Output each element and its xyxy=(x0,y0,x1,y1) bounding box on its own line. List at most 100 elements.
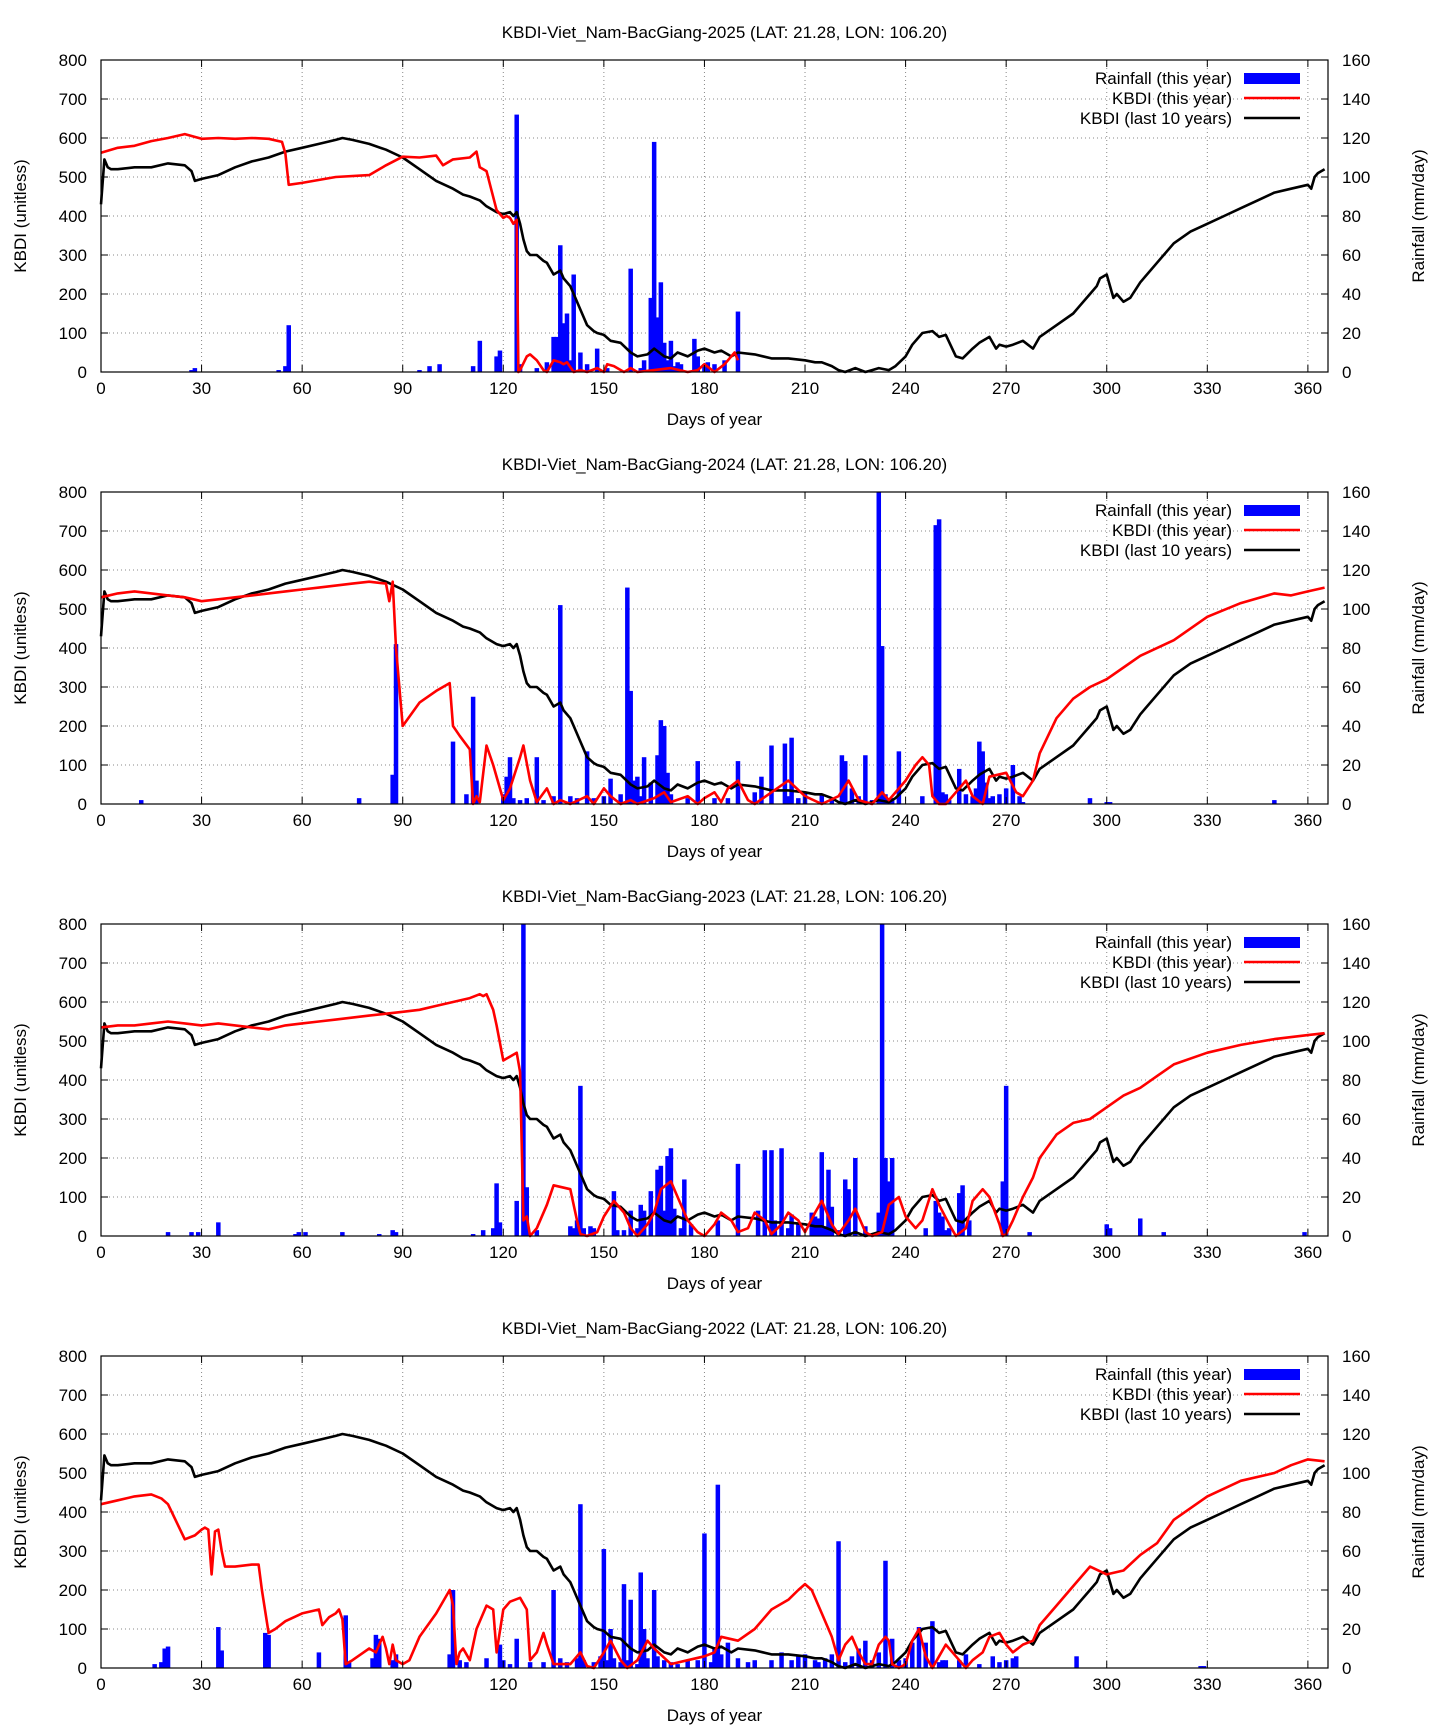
legend-label: KBDI (this year) xyxy=(1112,521,1232,540)
rainfall-bar xyxy=(517,800,523,804)
chart-panel-2: KBDI-Viet_Nam-BacGiang-2023 (LAT: 21.28,… xyxy=(0,864,1440,1296)
rainfall-bar xyxy=(822,1658,828,1668)
rainfall-bar xyxy=(427,366,432,372)
rainfall-bar xyxy=(661,726,667,804)
rainfall-bar xyxy=(752,792,757,804)
rainfall-bar xyxy=(688,1224,694,1236)
rainfall-bar xyxy=(1201,1666,1207,1668)
rainfall-bar xyxy=(796,1656,801,1668)
rainfall-bar xyxy=(437,364,442,372)
kbdi-this-year-line xyxy=(100,1458,1325,1670)
rainfall-bar xyxy=(648,782,654,804)
rainfall-bar xyxy=(930,1621,935,1668)
kbdi-chart: KBDI-Viet_Nam-BacGiang-2024 (LAT: 21.28,… xyxy=(11,455,1428,861)
rainfall-bar xyxy=(631,780,637,804)
chart-panel-1: KBDI-Viet_Nam-BacGiang-2024 (LAT: 21.28,… xyxy=(0,432,1440,864)
kbdi-10-year-line xyxy=(99,1432,1326,1670)
y-axis-label: KBDI (unitless) xyxy=(11,591,30,704)
rainfall-bar xyxy=(836,1541,841,1668)
y-tick-label: 700 xyxy=(59,1386,87,1405)
rainfall-bar xyxy=(497,1222,503,1236)
x-tick-label: 300 xyxy=(1093,1675,1121,1694)
x-tick-label: 360 xyxy=(1294,811,1322,830)
rainfall-bar xyxy=(497,350,503,372)
rainfall-bar xyxy=(842,1179,848,1236)
rainfall-bar xyxy=(162,1648,167,1668)
chart-title: KBDI-Viet_Nam-BacGiang-2022 (LAT: 21.28,… xyxy=(502,1319,947,1338)
x-tick-label: 120 xyxy=(489,1243,517,1262)
y2-tick-label: 160 xyxy=(1342,483,1370,502)
rainfall-bar xyxy=(578,1504,583,1668)
chart-title: KBDI-Viet_Nam-BacGiang-2023 (LAT: 21.28,… xyxy=(502,887,947,906)
rainfall-bar xyxy=(967,1220,972,1236)
rainfall-bar xyxy=(316,1652,322,1668)
rainfall-bar xyxy=(702,1533,707,1668)
rainfall-bar xyxy=(842,761,848,804)
rainfall-bar xyxy=(883,1560,888,1668)
y-axis-label: KBDI (unitless) xyxy=(11,1023,30,1136)
rainfall-bar xyxy=(762,1150,768,1236)
rainfall-bar xyxy=(638,1572,643,1668)
rainfall-bar xyxy=(936,1662,942,1668)
rainfall-bar xyxy=(876,1212,882,1236)
rainfall-bar xyxy=(393,1232,399,1236)
rainfall-bar xyxy=(641,360,647,372)
x-tick-label: 0 xyxy=(96,1243,105,1262)
y2-tick-label: 140 xyxy=(1342,1386,1370,1405)
rainfall-bar xyxy=(695,356,700,372)
rainfall-bar xyxy=(779,1148,784,1236)
rainfall-bar xyxy=(933,525,939,804)
rainfall-bar xyxy=(819,794,825,804)
rainfall-bar xyxy=(195,1232,201,1236)
rainfall-bar xyxy=(219,1650,224,1668)
rainfall-bar xyxy=(889,1638,895,1668)
rainfall-bar xyxy=(829,800,835,804)
rainfall-bar xyxy=(863,1640,868,1668)
legend-swatch-rainfall xyxy=(1244,73,1300,84)
y2-tick-label: 40 xyxy=(1342,285,1361,304)
rainfall-bar xyxy=(786,796,791,804)
legend-swatch-rainfall xyxy=(1244,1369,1300,1380)
rainfall-bar xyxy=(735,1163,741,1236)
rainfall-bar xyxy=(933,1200,939,1236)
rainfall-bar xyxy=(853,1158,858,1236)
x-tick-label: 120 xyxy=(489,811,517,830)
rainfall-bar xyxy=(940,1660,945,1668)
rainfall-bar xyxy=(490,1228,496,1236)
rainfall-bar xyxy=(651,1590,657,1668)
rainfall-bar xyxy=(608,1629,613,1668)
y-tick-label: 600 xyxy=(59,561,87,580)
rainfall-bar xyxy=(1161,1232,1166,1236)
rainfall-bar xyxy=(1017,796,1022,804)
rainfall-bar xyxy=(417,370,422,372)
x-tick-label: 330 xyxy=(1193,1675,1221,1694)
y-tick-label: 100 xyxy=(59,324,87,343)
rainfall-bar xyxy=(625,1660,630,1668)
x-tick-label: 30 xyxy=(192,1243,211,1262)
x-tick-label: 90 xyxy=(393,1675,412,1694)
rainfall-bar xyxy=(524,798,530,804)
rainfall-bar xyxy=(346,1662,352,1668)
rainfall-bar xyxy=(956,1660,962,1668)
rainfall-bar xyxy=(534,368,540,372)
rainfall-bar xyxy=(1003,1085,1009,1236)
y-tick-label: 800 xyxy=(59,915,87,934)
rainfall-bar xyxy=(896,1660,902,1668)
legend-label: KBDI (this year) xyxy=(1112,1385,1232,1404)
rainfall-bar xyxy=(638,368,643,372)
rainfall-bar xyxy=(661,1660,667,1668)
rainfall-bar xyxy=(715,1484,721,1668)
x-axis-label: Days of year xyxy=(667,1706,763,1725)
y2-tick-label: 160 xyxy=(1342,1347,1370,1366)
y-tick-label: 100 xyxy=(59,1188,87,1207)
rainfall-bar xyxy=(1027,1232,1032,1236)
x-tick-label: 120 xyxy=(489,379,517,398)
rainfall-bar xyxy=(682,1179,687,1236)
x-tick-label: 120 xyxy=(489,1675,517,1694)
rainfall-bar xyxy=(712,1648,717,1668)
rainfall-bar xyxy=(692,338,697,372)
y-tick-label: 500 xyxy=(59,168,87,187)
rainfall-bar xyxy=(263,1632,268,1668)
y2-tick-label: 100 xyxy=(1342,1464,1370,1483)
rainfall-bar xyxy=(883,794,888,804)
